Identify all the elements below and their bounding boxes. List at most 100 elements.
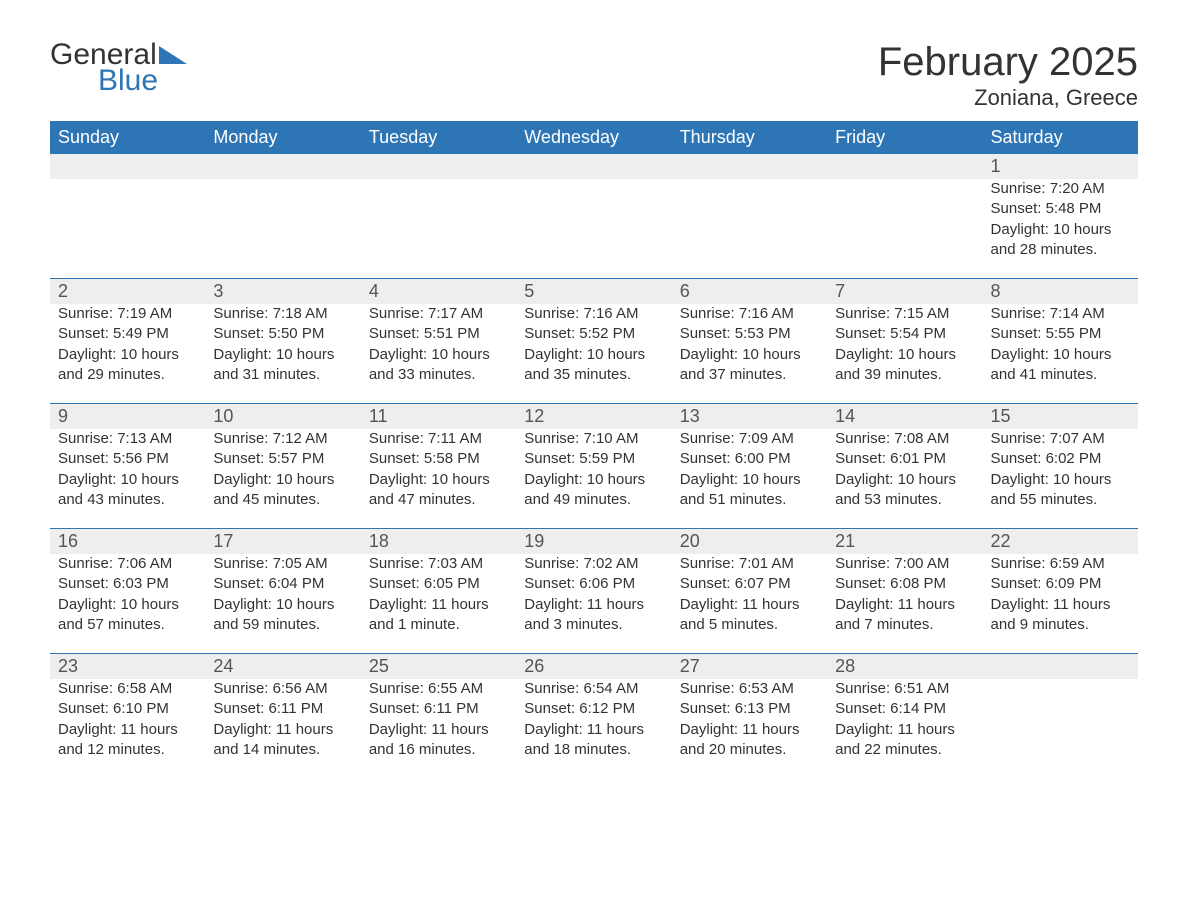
- sunset-text: Sunset: 5:50 PM: [213, 324, 352, 344]
- sunset-text: Sunset: 6:09 PM: [991, 574, 1130, 594]
- daylight-text: Daylight: 11 hours and 1 minute.: [369, 595, 508, 636]
- day-number: 24: [213, 656, 233, 676]
- day-content-cell: [672, 179, 827, 279]
- day-number-cell: 4: [361, 279, 516, 305]
- calendar-container: Sunday Monday Tuesday Wednesday Thursday…: [50, 121, 1138, 778]
- daylight-text: Daylight: 10 hours and 47 minutes.: [369, 470, 508, 511]
- day-number-cell: 27: [672, 654, 827, 680]
- daylight-text: Daylight: 10 hours and 53 minutes.: [835, 470, 974, 511]
- daylight-text: Daylight: 10 hours and 33 minutes.: [369, 345, 508, 386]
- sunset-text: Sunset: 6:12 PM: [524, 699, 663, 719]
- day-number-cell: [361, 154, 516, 179]
- day-content-cell: Sunrise: 6:59 AMSunset: 6:09 PMDaylight:…: [983, 554, 1138, 654]
- day-content-cell: Sunrise: 6:51 AMSunset: 6:14 PMDaylight:…: [827, 679, 982, 778]
- day-number-cell: [983, 654, 1138, 680]
- day-content-cell: [516, 179, 671, 279]
- col-wednesday: Wednesday: [516, 121, 671, 154]
- daylight-text: Daylight: 11 hours and 18 minutes.: [524, 720, 663, 761]
- day-number: 28: [835, 656, 855, 676]
- weekday-header-row: Sunday Monday Tuesday Wednesday Thursday…: [50, 121, 1138, 154]
- day-content-cell: Sunrise: 7:17 AMSunset: 5:51 PMDaylight:…: [361, 304, 516, 404]
- day-number-cell: [516, 154, 671, 179]
- logo-triangle-icon: [159, 42, 187, 68]
- sunset-text: Sunset: 6:05 PM: [369, 574, 508, 594]
- day-number: 18: [369, 531, 389, 551]
- daybody-row: Sunrise: 7:20 AMSunset: 5:48 PMDaylight:…: [50, 179, 1138, 279]
- daynum-row: 2345678: [50, 279, 1138, 305]
- logo-text-blue: Blue: [98, 66, 187, 96]
- day-content-cell: [361, 179, 516, 279]
- day-content-cell: [827, 179, 982, 279]
- sunset-text: Sunset: 6:06 PM: [524, 574, 663, 594]
- daylight-text: Daylight: 11 hours and 5 minutes.: [680, 595, 819, 636]
- day-number-cell: 17: [205, 529, 360, 555]
- day-number-cell: 16: [50, 529, 205, 555]
- sunset-text: Sunset: 5:52 PM: [524, 324, 663, 344]
- daylight-text: Daylight: 10 hours and 51 minutes.: [680, 470, 819, 511]
- day-content-cell: Sunrise: 7:00 AMSunset: 6:08 PMDaylight:…: [827, 554, 982, 654]
- sunrise-text: Sunrise: 7:11 AM: [369, 429, 508, 449]
- sunset-text: Sunset: 5:53 PM: [680, 324, 819, 344]
- sunrise-text: Sunrise: 7:01 AM: [680, 554, 819, 574]
- sunset-text: Sunset: 6:04 PM: [213, 574, 352, 594]
- col-monday: Monday: [205, 121, 360, 154]
- sunset-text: Sunset: 5:49 PM: [58, 324, 197, 344]
- day-content-cell: Sunrise: 7:11 AMSunset: 5:58 PMDaylight:…: [361, 429, 516, 529]
- title-block: February 2025 Zoniana, Greece: [878, 40, 1138, 111]
- day-number: 20: [680, 531, 700, 551]
- sunrise-text: Sunrise: 7:14 AM: [991, 304, 1130, 324]
- day-number-cell: 22: [983, 529, 1138, 555]
- day-number-cell: [50, 154, 205, 179]
- logo: General Blue: [50, 40, 187, 96]
- daylight-text: Daylight: 11 hours and 7 minutes.: [835, 595, 974, 636]
- daynum-row: 9101112131415: [50, 404, 1138, 430]
- day-number: 17: [213, 531, 233, 551]
- day-number-cell: [672, 154, 827, 179]
- col-tuesday: Tuesday: [361, 121, 516, 154]
- daylight-text: Daylight: 10 hours and 28 minutes.: [991, 220, 1130, 261]
- col-saturday: Saturday: [983, 121, 1138, 154]
- sunrise-text: Sunrise: 6:51 AM: [835, 679, 974, 699]
- sunset-text: Sunset: 6:00 PM: [680, 449, 819, 469]
- daynum-row: 1: [50, 154, 1138, 179]
- day-content-cell: Sunrise: 7:16 AMSunset: 5:53 PMDaylight:…: [672, 304, 827, 404]
- day-content-cell: Sunrise: 7:14 AMSunset: 5:55 PMDaylight:…: [983, 304, 1138, 404]
- day-content-cell: Sunrise: 7:12 AMSunset: 5:57 PMDaylight:…: [205, 429, 360, 529]
- daylight-text: Daylight: 11 hours and 14 minutes.: [213, 720, 352, 761]
- sunrise-text: Sunrise: 7:10 AM: [524, 429, 663, 449]
- day-number-cell: 6: [672, 279, 827, 305]
- day-number-cell: 9: [50, 404, 205, 430]
- header-row: General Blue February 2025 Zoniana, Gree…: [50, 40, 1138, 111]
- day-number: 10: [213, 406, 233, 426]
- sunrise-text: Sunrise: 6:53 AM: [680, 679, 819, 699]
- sunrise-text: Sunrise: 7:16 AM: [524, 304, 663, 324]
- sunset-text: Sunset: 5:58 PM: [369, 449, 508, 469]
- daylight-text: Daylight: 11 hours and 9 minutes.: [991, 595, 1130, 636]
- sunrise-text: Sunrise: 7:09 AM: [680, 429, 819, 449]
- daylight-text: Daylight: 10 hours and 43 minutes.: [58, 470, 197, 511]
- day-content-cell: Sunrise: 7:05 AMSunset: 6:04 PMDaylight:…: [205, 554, 360, 654]
- sunset-text: Sunset: 5:51 PM: [369, 324, 508, 344]
- sunrise-text: Sunrise: 7:07 AM: [991, 429, 1130, 449]
- sunset-text: Sunset: 5:59 PM: [524, 449, 663, 469]
- sunset-text: Sunset: 6:07 PM: [680, 574, 819, 594]
- day-number: 12: [524, 406, 544, 426]
- sunset-text: Sunset: 5:48 PM: [991, 199, 1130, 219]
- day-number: 25: [369, 656, 389, 676]
- day-content-cell: Sunrise: 7:09 AMSunset: 6:00 PMDaylight:…: [672, 429, 827, 529]
- day-number-cell: 2: [50, 279, 205, 305]
- day-number-cell: [205, 154, 360, 179]
- day-number: 2: [58, 281, 68, 301]
- daylight-text: Daylight: 10 hours and 29 minutes.: [58, 345, 197, 386]
- sunset-text: Sunset: 6:13 PM: [680, 699, 819, 719]
- day-content-cell: Sunrise: 7:08 AMSunset: 6:01 PMDaylight:…: [827, 429, 982, 529]
- day-number: 3: [213, 281, 223, 301]
- day-content-cell: Sunrise: 6:53 AMSunset: 6:13 PMDaylight:…: [672, 679, 827, 778]
- day-number-cell: 23: [50, 654, 205, 680]
- day-content-cell: Sunrise: 7:13 AMSunset: 5:56 PMDaylight:…: [50, 429, 205, 529]
- day-number-cell: 5: [516, 279, 671, 305]
- sunrise-text: Sunrise: 7:13 AM: [58, 429, 197, 449]
- sunrise-text: Sunrise: 7:16 AM: [680, 304, 819, 324]
- sunrise-text: Sunrise: 7:19 AM: [58, 304, 197, 324]
- daybody-row: Sunrise: 7:06 AMSunset: 6:03 PMDaylight:…: [50, 554, 1138, 654]
